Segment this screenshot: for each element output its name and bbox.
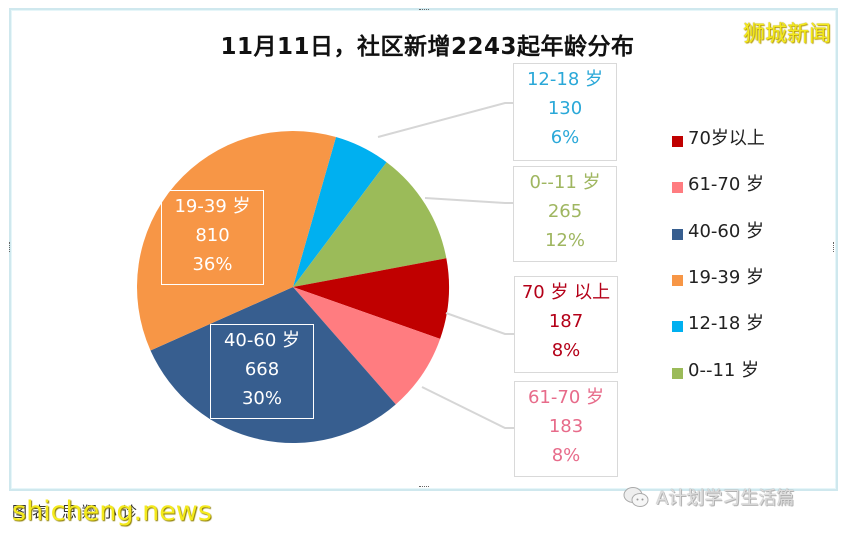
- legend-item-19-39[interactable]: 19-39 岁: [672, 267, 778, 289]
- label-value: 130: [547, 98, 583, 119]
- legend-item-61-70[interactable]: 61-70 岁: [672, 174, 778, 196]
- legend-swatch: [672, 368, 683, 379]
- pie-slice-12-18 岁[interactable]: [293, 137, 387, 287]
- pie-slices: [136, 130, 450, 443]
- legend-item-0-11[interactable]: 0--11 岁: [672, 360, 778, 382]
- pie-slice-61-70 岁[interactable]: [293, 287, 441, 405]
- label-percent: 6%: [550, 127, 580, 148]
- leader-lines: [377, 102, 515, 429]
- label-value: 187: [548, 311, 584, 332]
- legend-swatch: [672, 182, 683, 193]
- label-percent: 30%: [241, 388, 282, 409]
- data-label-70-plus: 70 岁 以上 187 8%: [514, 276, 618, 373]
- wechat-icon: [623, 487, 649, 507]
- legend-swatch: [672, 275, 683, 286]
- label-category: 61-70 岁: [527, 387, 605, 408]
- legend-item-70-plus[interactable]: 70岁以上: [672, 128, 768, 150]
- label-value: 810: [195, 225, 230, 246]
- legend-swatch: [672, 136, 683, 147]
- leader-line-70-plus: [445, 312, 515, 335]
- legend-swatch: [672, 229, 683, 240]
- caption-underlay: 图表 思翔小诊: [12, 503, 142, 521]
- legend-label: 61-70 岁: [688, 174, 765, 195]
- resize-handle-right[interactable]: [833, 242, 837, 252]
- resize-handle-bottom[interactable]: [419, 486, 429, 490]
- label-value: 265: [547, 201, 583, 222]
- legend-item-40-60[interactable]: 40-60 岁: [672, 221, 778, 243]
- pie-slice-40-60 岁[interactable]: [150, 287, 396, 443]
- legend-label: 12-18 岁: [688, 313, 765, 334]
- data-label-19-39: 19-39 岁 810 36%: [161, 190, 264, 285]
- label-percent: 8%: [551, 340, 581, 361]
- leader-line-61-70: [421, 386, 515, 429]
- data-label-0-11: 0--11 岁 265 12%: [513, 166, 617, 262]
- label-value: 668: [244, 359, 280, 380]
- label-percent: 12%: [544, 230, 585, 251]
- leader-line-12-18: [377, 102, 515, 138]
- data-label-12-18: 12-18 岁 130 6%: [513, 63, 617, 161]
- legend-label: 40-60 岁: [688, 221, 765, 242]
- label-category: 40-60 岁: [223, 330, 301, 351]
- brand-watermark-bottom-left: shicheng.news: [12, 496, 212, 527]
- pie-slice-70岁以上[interactable]: [293, 258, 450, 339]
- leader-line-0-11: [424, 197, 515, 204]
- chart-title: 11月11日，社区新增2243起年龄分布: [220, 34, 635, 60]
- pie-slice-0--11 岁[interactable]: [293, 162, 447, 287]
- data-label-61-70: 61-70 岁 183 8%: [514, 381, 618, 477]
- brand-watermark-top: 狮城新闻: [742, 22, 831, 47]
- label-value: 183: [548, 416, 584, 437]
- data-label-40-60: 40-60 岁 668 30%: [210, 324, 314, 419]
- resize-handle-left[interactable]: [9, 242, 13, 252]
- label-category: 19-39 岁: [174, 196, 251, 217]
- legend-label: 19-39 岁: [688, 267, 765, 288]
- resize-handle-top[interactable]: [419, 9, 429, 13]
- legend-label: 70岁以上: [688, 128, 765, 149]
- legend-item-12-18[interactable]: 12-18 岁: [672, 313, 778, 335]
- label-category: 0--11 岁: [529, 172, 601, 193]
- brand-watermark-bottom-right: A计划学习生活篇: [622, 484, 794, 510]
- legend-label: 0--11 岁: [688, 360, 760, 381]
- label-category: 70 岁 以上: [521, 282, 611, 303]
- pie-slice-19-39 岁[interactable]: [136, 130, 336, 351]
- wechat-account-name: A计划学习生活篇: [656, 488, 795, 509]
- legend-swatch: [672, 321, 683, 332]
- label-percent: 36%: [192, 254, 233, 275]
- label-percent: 8%: [551, 445, 581, 466]
- label-category: 12-18 岁: [526, 69, 604, 90]
